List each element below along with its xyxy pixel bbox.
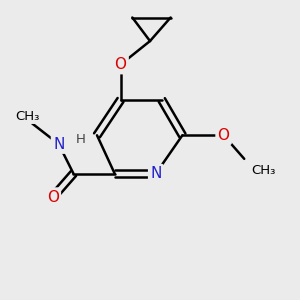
Text: O: O: [115, 57, 127, 72]
Text: CH₃: CH₃: [16, 110, 40, 123]
Text: N: N: [150, 166, 162, 181]
Text: O: O: [47, 190, 59, 205]
Text: N: N: [53, 136, 64, 152]
Text: CH₃: CH₃: [251, 164, 275, 177]
Text: H: H: [76, 133, 86, 146]
Text: O: O: [218, 128, 230, 143]
